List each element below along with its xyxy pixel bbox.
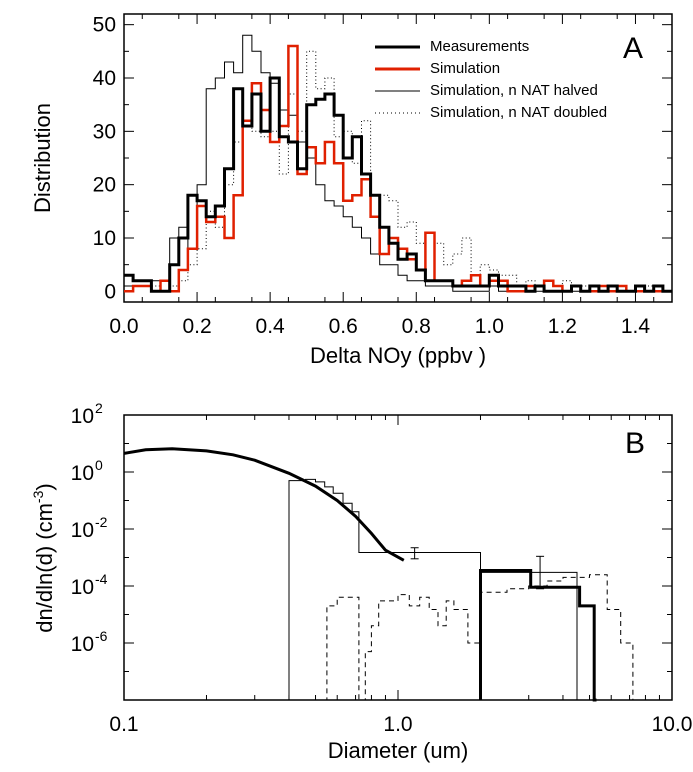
legend-label-nat-halved: Simulation, n NAT halved [430,82,598,99]
panel-label-b: B [625,427,645,460]
y-tick-label-b: 10 [71,633,94,656]
x-tick-label-a: 1.2 [548,315,577,338]
series-line-measurements [124,76,672,293]
legend-a: Measurements Simulation Simulation, n NA… [375,38,607,121]
panel-a: 0.0 0.2 0.4 0.6 0.8 1.0 1.2 1.4 0 10 20 30 40 50 Del… [30,13,673,368]
y-tick-label-a: 10 [93,227,116,250]
legend-label-measurements: Measurements [430,38,529,55]
panel-label-a: A [623,32,643,65]
x-axis-ticks-a: 0.0 0.2 0.4 0.6 0.8 1.0 1.2 1.4 [109,14,655,338]
y-tick-label-b-exponent: -6 [95,628,108,644]
y-tick-label-b-exponent: -4 [95,571,108,587]
y-axis-title-b: dn/dln(d) (cm-3) [30,483,57,632]
lognormal-fit-curve [123,447,405,562]
y-tick-label-b: 10 [71,576,94,599]
x-tick-label-a: 1.4 [621,315,651,338]
x-tick-label-a: 0.8 [402,315,431,338]
x-axis-title-b: Diameter (um) [328,738,469,763]
y-tick-label-a: 20 [93,174,116,197]
y-tick-label-b-base: 10 [71,405,94,428]
y-tick-label-b-exponent: 2 [95,400,103,416]
y-tick-label-b: 10 [71,462,94,485]
x-tick-label-a: 0.2 [182,315,211,338]
legend-label-simulation: Simulation [430,60,500,77]
y-tick-label-a: 0 [104,280,116,303]
series-group-a [124,34,672,293]
y-tick-label-b-exponent: 0 [95,457,103,473]
x-axis-ticks-b: 0.1 1.0 10.0 [109,415,692,736]
x-tick-label-b: 0.1 [109,713,138,736]
legend-label-nat-doubled: Simulation, n NAT doubled [430,104,607,121]
x-tick-label-b: 10.0 [652,713,693,736]
y-tick-label-b-base: 10 [71,633,94,656]
measured-step-thin [288,478,579,701]
x-tick-label-a: 0.4 [256,315,286,338]
simulated-step-thick [479,569,597,702]
y-axis-title-a: Distribution [30,103,55,213]
y-tick-label-b-base: 10 [71,519,94,542]
x-axis-title-a: Delta NOy (ppbv ) [310,343,486,368]
series-line-simulation-n-nat-doubled [124,50,672,292]
x-tick-label-a: 0.6 [329,315,358,338]
y-tick-label-b: 10 [71,519,94,542]
y-tick-label-b-base: 10 [71,462,94,485]
y-tick-label-b: 10 [71,405,94,428]
series-group-b [123,447,634,702]
x-tick-label-a: 1.0 [475,315,504,338]
y-tick-label-a: 50 [93,14,116,37]
y-tick-label-b-exponent: -2 [95,514,108,530]
y-axis-title-b-exponent: -3 [30,490,46,503]
y-axis-title-b-suffix: ) [32,483,57,490]
y-tick-label-b-base: 10 [71,576,94,599]
y-tick-label-a: 40 [93,67,116,90]
x-tick-label-a: 0.0 [109,315,138,338]
simulated-step-dashed [315,574,634,701]
y-tick-label-a: 30 [93,120,116,143]
y-axis-title-b-text: dn/dln(d) (cm [32,503,57,633]
y-axis-ticks-a: 0 10 20 30 40 50 [93,14,672,303]
x-tick-label-b: 1.0 [383,713,412,736]
